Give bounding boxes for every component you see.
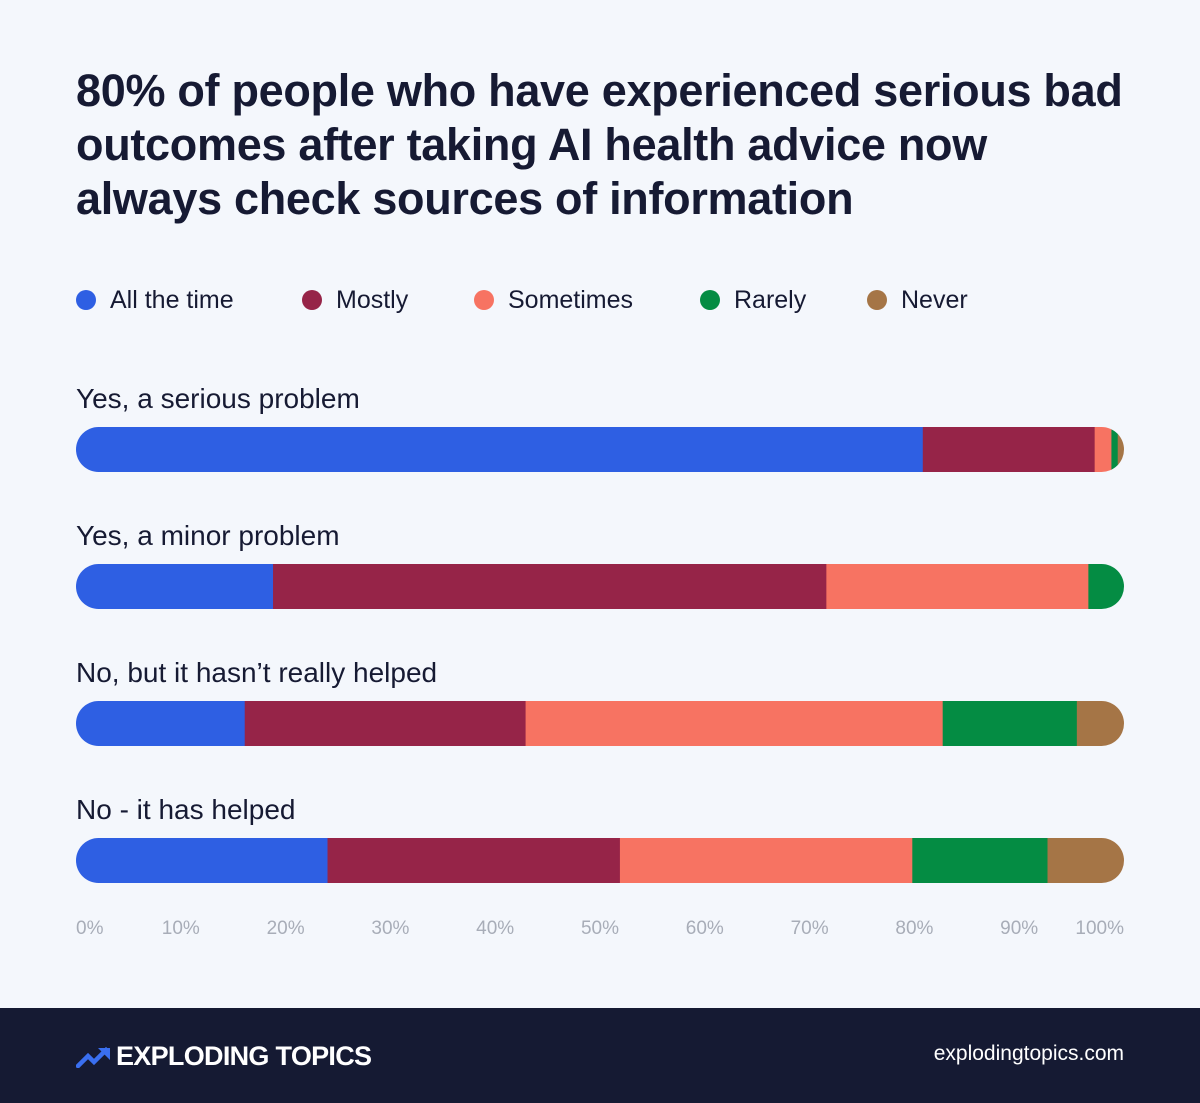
chart-area: 80% of people who have experienced serio… (76, 65, 1124, 939)
legend-swatch-mostly (302, 290, 322, 310)
bar-category-label: No, but it hasn’t really helped (76, 657, 437, 688)
bar-row-yes-a-serious-problem (76, 427, 1124, 472)
x-tick-label: 50% (581, 918, 619, 939)
bar-segment-never (1076, 701, 1124, 746)
bar-segment-sometimes (826, 564, 1089, 609)
legend-item-rarely: Rarely (700, 282, 806, 318)
bar-category-label: Yes, a serious problem (76, 383, 360, 414)
bar-row-no-but-it-hasn-t-really-helped (76, 701, 1124, 746)
footer: EXPLODING TOPICS explodingtopics.com (0, 1008, 1200, 1103)
bar-row-no-it-has-helped (76, 838, 1124, 883)
brand-name: EXPLODING TOPICS (116, 1040, 372, 1071)
chart-title: 80% of people who have experienced serio… (76, 65, 1123, 224)
legend-swatch-sometimes (474, 290, 494, 310)
x-tick-label: 60% (686, 918, 724, 939)
x-tick-label: 30% (371, 918, 409, 939)
legend-item-mostly: Mostly (302, 282, 408, 318)
bar-segment-never (1117, 427, 1124, 472)
bar-segment-all-the-time (76, 427, 924, 472)
legend-label-rarely: Rarely (734, 285, 807, 314)
legend-label-sometimes: Sometimes (508, 285, 634, 314)
legend-item-sometimes: Sometimes (474, 282, 633, 318)
bar-segment-mostly (244, 701, 527, 746)
legend-label-mostly: Mostly (336, 285, 409, 314)
legend-item-all-the-time: All the time (76, 282, 234, 318)
bar-segment-all-the-time (76, 564, 274, 609)
bar-row-yes-a-minor-problem (76, 564, 1124, 609)
x-tick-label: 10% (162, 918, 200, 939)
bar-segment-rarely (912, 838, 1048, 883)
x-tick-label: 80% (895, 918, 933, 939)
x-tick-label: 40% (476, 918, 514, 939)
x-tick-label: 0% (76, 918, 104, 939)
bar-segment-sometimes (525, 701, 944, 746)
brand: EXPLODING TOPICS (76, 1038, 372, 1074)
bar-segment-never (1047, 838, 1124, 883)
bar-segment-rarely (1088, 564, 1124, 609)
bar-category-label: Yes, a minor problem (76, 520, 340, 551)
bar-category-label: No - it has helped (76, 794, 295, 825)
bar-segment-mostly (273, 564, 827, 609)
legend-label-all-the-time: All the time (110, 285, 234, 314)
bar-segment-mostly (327, 838, 621, 883)
x-tick-label: 70% (791, 918, 829, 939)
legend-swatch-all-the-time (76, 290, 96, 310)
bar-segment-sometimes (1094, 427, 1112, 472)
bar-segment-all-the-time (76, 701, 246, 746)
trend-arrow-icon (76, 1046, 110, 1068)
bar-segment-rarely (1111, 427, 1119, 472)
x-tick-label: 20% (267, 918, 305, 939)
x-tick-label: 100% (1075, 918, 1124, 939)
bar-segment-all-the-time (76, 838, 329, 883)
stacked-bar-chart: Yes, a serious problem Yes, a minor probl… (76, 383, 1124, 939)
bar-segment-mostly (922, 427, 1096, 472)
legend-swatch-rarely (700, 290, 720, 310)
legend-item-never: Never (867, 282, 968, 318)
bar-segment-rarely (942, 701, 1078, 746)
bar-segment-sometimes (619, 838, 913, 883)
x-tick-label: 90% (1000, 918, 1038, 939)
legend-label-never: Never (901, 285, 968, 314)
legend-swatch-never (867, 290, 887, 310)
site-url: explodingtopics.com (933, 1042, 1124, 1065)
